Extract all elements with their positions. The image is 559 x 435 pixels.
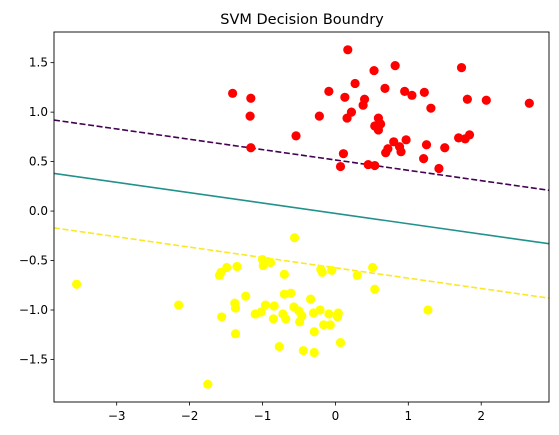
data-point-1-49 bbox=[203, 379, 213, 389]
data-point-0-12 bbox=[481, 95, 491, 105]
data-point-1-44 bbox=[325, 320, 335, 330]
data-point-1-16 bbox=[241, 291, 251, 301]
data-point-0-27 bbox=[291, 131, 301, 141]
data-point-1-3 bbox=[232, 261, 242, 272]
data-point-0-33 bbox=[464, 130, 475, 140]
data-point-0-13 bbox=[524, 98, 534, 108]
data-point-0-14 bbox=[246, 93, 256, 103]
data-point-0-36 bbox=[381, 148, 391, 158]
data-point-0-44 bbox=[434, 163, 444, 174]
data-point-1-12 bbox=[216, 267, 226, 278]
x-tick-label: 1 bbox=[404, 409, 412, 423]
margin-line-0 bbox=[54, 119, 549, 192]
y-tick-label: 1.5 bbox=[29, 56, 48, 70]
data-point-0-11 bbox=[462, 94, 472, 104]
data-point-1-19 bbox=[306, 294, 316, 304]
margin-line-2 bbox=[54, 227, 549, 299]
data-point-0-18 bbox=[426, 103, 436, 113]
plot-frame bbox=[53, 31, 550, 403]
data-point-1-38 bbox=[295, 317, 305, 327]
data-point-1-29 bbox=[324, 309, 334, 319]
data-point-1-18 bbox=[286, 288, 296, 298]
data-point-0-20 bbox=[314, 111, 324, 121]
data-point-0-6 bbox=[350, 78, 360, 89]
data-point-0-26 bbox=[373, 125, 384, 135]
data-point-0-2 bbox=[456, 63, 467, 73]
data-point-0-7 bbox=[380, 83, 390, 93]
data-point-0-30 bbox=[421, 140, 432, 150]
data-point-1-40 bbox=[332, 312, 343, 322]
data-point-1-42 bbox=[309, 327, 319, 337]
data-point-1-36 bbox=[281, 314, 291, 324]
data-point-1-8 bbox=[367, 262, 378, 273]
data-point-1-0 bbox=[71, 279, 82, 289]
data-point-0-38 bbox=[396, 147, 406, 157]
data-point-0-15 bbox=[340, 92, 350, 102]
data-point-1-39 bbox=[268, 314, 279, 324]
data-point-0-29 bbox=[401, 135, 411, 145]
x-tick-label: −3 bbox=[108, 409, 126, 423]
y-tick-label: 0.0 bbox=[29, 204, 48, 218]
data-point-1-24 bbox=[269, 301, 279, 311]
data-point-1-22 bbox=[230, 303, 241, 313]
data-point-1-15 bbox=[370, 284, 380, 294]
axis-ticks: −3 −2 −1 0 1 2 −1.5 −1.0 −0.5 0.0 0.5 1.0 1.5 bbox=[19, 56, 485, 423]
data-point-1-32 bbox=[217, 312, 227, 322]
data-point-0-10 bbox=[419, 87, 429, 97]
data-point-0-0 bbox=[343, 45, 353, 55]
y-tick-label: −1.0 bbox=[19, 303, 48, 317]
data-point-1-1 bbox=[289, 233, 300, 243]
data-point-1-46 bbox=[274, 341, 284, 352]
data-point-0-9 bbox=[407, 90, 417, 100]
data-points bbox=[71, 45, 534, 389]
data-point-0-34 bbox=[246, 143, 256, 153]
data-point-1-31 bbox=[423, 305, 433, 315]
data-point-1-43 bbox=[319, 320, 329, 330]
data-point-1-13 bbox=[279, 269, 289, 279]
data-point-0-4 bbox=[228, 88, 238, 98]
data-point-0-8 bbox=[400, 86, 410, 96]
x-tick-label: 0 bbox=[332, 409, 340, 423]
x-tick-label: −1 bbox=[254, 409, 272, 423]
data-point-1-14 bbox=[258, 260, 268, 271]
y-tick-label: −0.5 bbox=[19, 254, 48, 268]
data-point-1-5 bbox=[265, 257, 276, 268]
data-point-0-1 bbox=[390, 61, 400, 71]
data-point-0-17 bbox=[358, 100, 368, 110]
data-point-0-19 bbox=[245, 111, 255, 121]
data-point-1-41 bbox=[230, 329, 241, 339]
y-tick-label: 1.0 bbox=[29, 105, 48, 119]
data-point-0-45 bbox=[419, 154, 429, 164]
data-point-0-5 bbox=[324, 86, 334, 96]
data-point-1-23 bbox=[260, 300, 271, 310]
decision-lines bbox=[54, 119, 549, 299]
decision-boundary-line-1 bbox=[54, 172, 549, 245]
data-point-0-40 bbox=[338, 149, 349, 159]
x-tick-label: 2 bbox=[477, 409, 485, 423]
data-point-1-48 bbox=[309, 347, 319, 358]
y-tick-label: −1.5 bbox=[19, 352, 48, 366]
data-point-0-39 bbox=[440, 143, 450, 153]
data-point-0-3 bbox=[369, 65, 379, 76]
x-tick-label: −2 bbox=[181, 409, 199, 423]
data-point-1-47 bbox=[298, 345, 308, 356]
y-tick-label: 0.5 bbox=[29, 155, 48, 169]
data-point-1-10 bbox=[352, 270, 362, 280]
data-point-0-42 bbox=[370, 160, 380, 171]
data-point-1-28 bbox=[315, 305, 325, 315]
data-point-0-22 bbox=[346, 107, 357, 117]
chart-title: SVM Decision Boundry bbox=[220, 12, 384, 28]
data-point-1-34 bbox=[256, 307, 266, 317]
data-point-1-45 bbox=[335, 338, 346, 348]
data-point-1-9 bbox=[317, 267, 327, 278]
data-point-1-20 bbox=[174, 300, 184, 310]
data-point-0-43 bbox=[335, 161, 346, 172]
data-point-1-7 bbox=[327, 265, 337, 276]
